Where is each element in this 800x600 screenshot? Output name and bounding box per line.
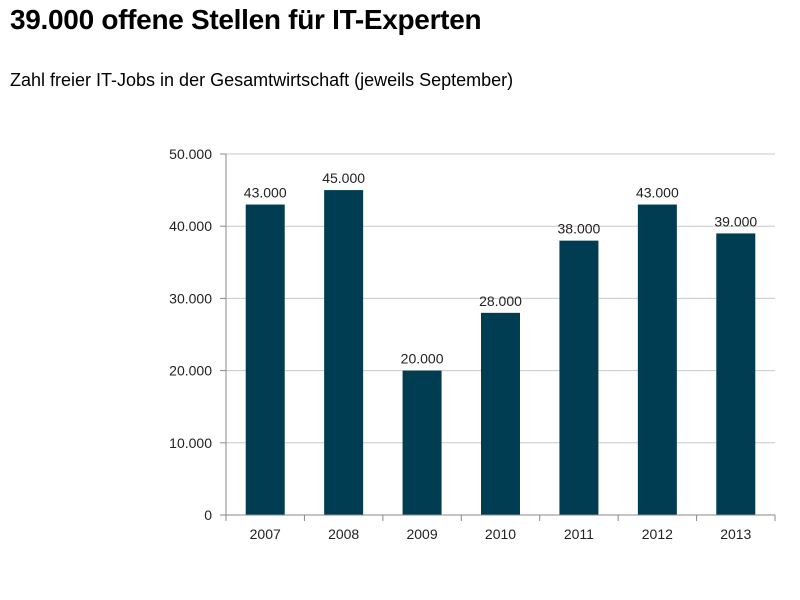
data-labels: 43.000 45.000 20.000 28.000 38.000 43.000 39.0… [244, 170, 758, 367]
x-tick-label-2009: 2009 [406, 526, 437, 542]
x-tick-label-2013: 2013 [720, 526, 751, 542]
y-tick-label: 10.000 [169, 435, 212, 451]
data-label-2008: 45.000 [322, 170, 365, 186]
y-tick-label: 20.000 [169, 363, 212, 379]
x-tick-label-2010: 2010 [485, 526, 516, 542]
y-axis-ticks: 0 10.000 20.000 30.000 40.000 50.000 [169, 146, 226, 523]
data-label-2007: 43.000 [244, 185, 287, 201]
bar-2010 [481, 312, 520, 515]
x-axis: 2007 2008 2009 2010 2011 2012 2013 [225, 154, 776, 542]
x-tick-label-2011: 2011 [564, 526, 594, 542]
bar-2012 [637, 204, 677, 516]
data-label-2010: 28.000 [479, 293, 522, 309]
x-tick-label-2008: 2008 [328, 526, 359, 542]
y-tick-label: 0 [204, 507, 212, 523]
data-label-2012: 43.000 [636, 185, 679, 201]
bars [245, 190, 756, 516]
data-label-2013: 39.000 [714, 213, 757, 229]
x-tick-label-2012: 2012 [642, 526, 673, 542]
bar-2007 [245, 204, 285, 516]
y-tick-label: 30.000 [169, 290, 212, 306]
data-label-2011: 38.000 [558, 221, 601, 237]
x-tick-label-2007: 2007 [250, 526, 281, 542]
y-tick-label: 40.000 [169, 218, 212, 234]
bar-2013 [716, 233, 756, 516]
bar-2009 [402, 370, 442, 515]
bar-2011 [559, 240, 599, 515]
chart-title: 39.000 offene Stellen für IT-Experten [10, 4, 482, 35]
bar-2008 [324, 190, 364, 515]
data-label-2009: 20.000 [401, 351, 444, 367]
chart-subtitle: Zahl freier IT-Jobs in der Gesamtwirtsch… [10, 70, 514, 90]
y-tick-label: 50.000 [169, 146, 212, 162]
